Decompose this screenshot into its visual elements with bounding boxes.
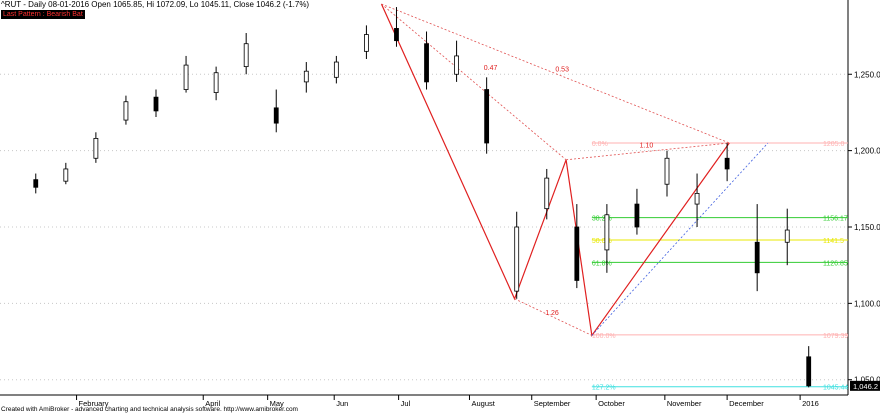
price-candles [33, 7, 812, 388]
ratio-label: 0.53 [555, 66, 569, 73]
candle-body [544, 177, 550, 210]
y-tick-label: 1,100.0 [854, 299, 880, 308]
fib-price-label: 1079.39 [823, 333, 848, 340]
fib-pct-label: 38.2% [592, 216, 612, 223]
ratio-line-xb [381, 3, 567, 161]
chart-grid [0, 0, 849, 396]
candle-body [784, 229, 790, 243]
ratio-line-xd [381, 3, 730, 144]
close-marker-label: 1,046.2 [853, 382, 878, 391]
ratio-line-bd [566, 142, 730, 161]
x-tick-label: Jun [336, 399, 348, 408]
harmonic-pattern: 0.53 0.47 1.10 1.26 [380, 3, 769, 337]
candle-body [394, 28, 399, 42]
candle-body [93, 138, 99, 159]
fib-price-label: 1126.85 [823, 260, 848, 267]
chart-title: ^RUT - Daily 08-01-2016 Open 1065.85, Hi… [1, 0, 310, 9]
fib-pct-label: 100.0% [592, 333, 616, 340]
fib-price-label: 1205.0 [823, 141, 845, 148]
date-axis: February April May Jun Jul August September Oct… [76, 395, 819, 408]
x-tick-label: September [534, 399, 571, 408]
candle-body [364, 34, 369, 52]
candle-body [153, 96, 159, 112]
ratio-label: 0.47 [484, 65, 498, 72]
x-tick-label: Jul [401, 399, 411, 408]
x-tick-label: December [729, 399, 764, 408]
candle-body [243, 43, 249, 68]
candle-body [33, 179, 39, 188]
fib-pct-label: 0.0% [592, 141, 608, 148]
credit-line: Created with AmiBroker - advanced charti… [1, 406, 298, 413]
fib-price-label: 1156.17 [823, 216, 848, 223]
candle-body [754, 241, 760, 274]
candle-body [454, 55, 459, 75]
candle-body [484, 89, 490, 144]
x-tick-label: November [667, 399, 702, 408]
candle-body [634, 203, 640, 228]
candle-body [303, 70, 309, 83]
x-tick-label: 2016 [802, 399, 819, 408]
candle-body [63, 168, 69, 182]
x-tick-label: May [270, 399, 284, 408]
candle-body [333, 61, 339, 78]
candle-body [574, 226, 580, 281]
candle-body [664, 157, 670, 185]
fibonacci-levels: 0.0% 1205.0 38.2% 1156.17 50.0% 1141.5 61.8% 11… [591, 141, 848, 392]
x-tick-label: April [205, 399, 220, 408]
x-tick-label: October [598, 399, 625, 408]
fib-pct-label: 127.2% [592, 385, 616, 392]
fib-pct-label: 50.0% [592, 238, 612, 245]
candle-body [604, 214, 610, 251]
candle-body [806, 356, 812, 387]
trend-line [591, 142, 769, 336]
x-tick-label: August [471, 399, 495, 408]
fib-price-label: 1045.44 [823, 385, 848, 392]
candle-body [424, 43, 429, 83]
price-axis: 1,050.0 1,100.0 1,150.0 1,200.0 1,250.0 1,046… [848, 70, 880, 391]
ratio-label: 1.26 [545, 310, 559, 317]
y-tick-label: 1,150.0 [854, 223, 880, 232]
pattern-badge: Last Pattern : Bearish Bat [1, 10, 85, 19]
fib-price-label: 1141.5 [823, 238, 844, 245]
candle-body [183, 64, 189, 90]
y-tick-label: 1,200.0 [854, 147, 880, 156]
pattern-legs [380, 3, 730, 337]
close-marker [850, 380, 880, 391]
x-tick-label: February [79, 399, 109, 408]
candle-body [724, 157, 730, 170]
candle-body [213, 72, 219, 93]
candle-body [514, 226, 520, 292]
candle-body [273, 107, 279, 124]
y-tick-label: 1,250.0 [854, 70, 880, 79]
fib-pct-label: 61.8% [592, 260, 612, 267]
y-tick-label: 1,050.0 [854, 376, 880, 385]
candle-body [123, 101, 129, 121]
candle-body [694, 192, 700, 205]
ratio-label: 1.10 [640, 142, 654, 149]
